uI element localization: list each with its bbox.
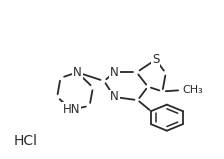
Text: HCl: HCl [13,134,37,148]
Text: N: N [110,66,119,79]
Text: CH₃: CH₃ [183,85,203,95]
Text: N: N [110,90,119,104]
Text: S: S [152,53,159,66]
Text: HN: HN [63,103,80,116]
Text: N: N [73,66,82,79]
